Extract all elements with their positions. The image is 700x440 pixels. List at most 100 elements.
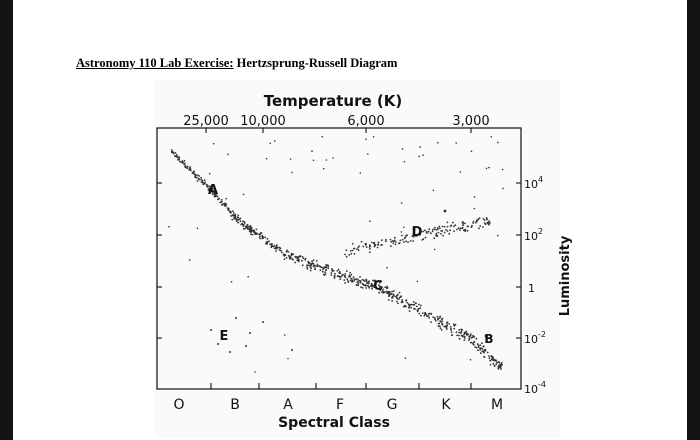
- star-dot: [261, 237, 264, 240]
- star-dot: [430, 232, 432, 235]
- star-dot: [332, 157, 335, 159]
- star-dot: [466, 225, 469, 228]
- star-dot: [296, 259, 299, 262]
- star-dot: [175, 154, 178, 156]
- star-dot: [373, 284, 375, 287]
- star-dot: [446, 321, 449, 324]
- star-dot: [234, 215, 237, 218]
- star-dot: [390, 245, 392, 248]
- star-dot: [245, 345, 247, 347]
- star-dot: [387, 292, 390, 295]
- star-dot: [253, 229, 256, 232]
- star-dot: [198, 175, 201, 177]
- star-dot: [207, 188, 211, 192]
- star-dot: [291, 171, 293, 174]
- star-dot: [280, 249, 282, 252]
- star-dot: [461, 329, 463, 332]
- star-dot: [428, 312, 431, 315]
- star-dot: [388, 293, 390, 296]
- star-dot: [351, 280, 353, 283]
- star-dot: [386, 291, 389, 293]
- star-dot: [236, 220, 238, 223]
- star-dot: [212, 142, 215, 145]
- star-dot: [425, 231, 428, 233]
- star-dot: [196, 174, 199, 177]
- right-axis-title: Luminosity: [558, 235, 573, 316]
- star-dot: [351, 249, 354, 252]
- star-dot: [316, 263, 319, 266]
- star-dot: [380, 239, 383, 242]
- star-dot: [472, 222, 474, 224]
- star-dot: [237, 221, 240, 224]
- star-dot: [212, 193, 214, 195]
- star-dot: [442, 234, 444, 237]
- point-label-e: E: [220, 329, 229, 344]
- star-dot: [462, 224, 464, 227]
- star-dot: [412, 232, 415, 235]
- star-dot: [273, 244, 276, 247]
- star-dot: [432, 316, 435, 318]
- star-dot: [184, 164, 187, 167]
- star-dot: [371, 287, 373, 290]
- star-dot: [438, 225, 441, 228]
- star-dot: [500, 365, 502, 368]
- star-dot: [389, 291, 391, 293]
- spectral-class-label: B: [230, 397, 240, 413]
- star-dot: [304, 259, 307, 261]
- star-dot: [399, 239, 402, 242]
- star-dot: [446, 225, 449, 228]
- star-dot: [457, 334, 460, 337]
- star-dot: [411, 235, 414, 237]
- title-suffix: Hertzsprung-Russell Diagram: [233, 56, 398, 70]
- star-dot: [473, 341, 475, 343]
- star-dot: [350, 252, 353, 255]
- star-dot: [469, 358, 472, 361]
- star-dot: [465, 330, 468, 333]
- star-dot: [485, 217, 488, 219]
- star-dot: [353, 247, 356, 250]
- star-dot: [287, 357, 289, 360]
- star-dot: [270, 243, 273, 246]
- star-dot: [198, 178, 201, 181]
- star-dot: [452, 323, 455, 326]
- star-dot: [408, 310, 411, 312]
- star-dot: [183, 160, 186, 162]
- star-dot: [339, 278, 342, 281]
- star-dot: [344, 253, 346, 256]
- star-dot: [446, 221, 449, 224]
- star-dot: [457, 227, 460, 230]
- star-dot: [253, 231, 255, 234]
- star-dot: [321, 270, 324, 273]
- star-dot: [276, 244, 278, 247]
- star-dot: [501, 168, 504, 171]
- star-dot: [327, 265, 330, 268]
- star-dot: [232, 210, 234, 213]
- star-dot: [474, 346, 476, 348]
- spectral-class-label: G: [387, 397, 398, 413]
- star-dot: [405, 299, 408, 301]
- star-dot: [446, 230, 449, 232]
- star-dot: [453, 230, 455, 233]
- star-dot: [452, 221, 454, 224]
- star-dot: [493, 365, 496, 367]
- star-dot: [292, 253, 295, 256]
- star-dot: [269, 142, 272, 145]
- star-dot: [481, 342, 483, 345]
- star-dot: [344, 282, 346, 284]
- star-dot: [478, 227, 480, 230]
- star-dot: [481, 348, 484, 350]
- star-dot: [472, 342, 474, 345]
- star-dot: [459, 171, 462, 173]
- star-dot: [306, 264, 308, 267]
- star-dot: [284, 334, 286, 336]
- star-dot: [279, 247, 282, 250]
- star-dot: [285, 256, 288, 259]
- star-dot: [302, 257, 305, 260]
- star-dot: [405, 235, 408, 237]
- star-dot: [389, 238, 392, 241]
- bottom-axis-title: Spectral Class: [278, 415, 390, 431]
- star-dot: [466, 333, 469, 335]
- star-dot: [348, 274, 351, 277]
- star-dot: [234, 217, 237, 220]
- star-dot: [365, 243, 368, 245]
